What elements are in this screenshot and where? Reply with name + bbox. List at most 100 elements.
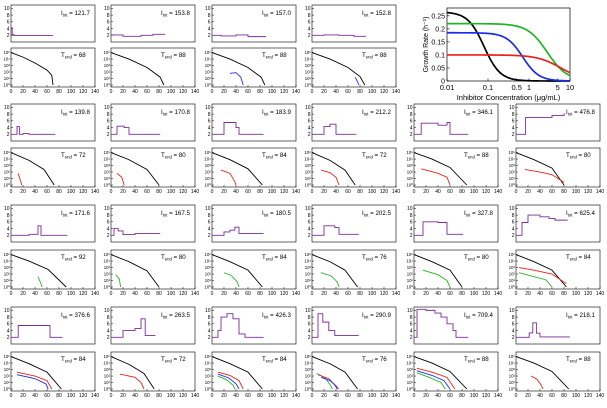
decay-line-black [311, 254, 358, 288]
xtick-label: 80 [257, 89, 263, 95]
top-ytick-label: 4 [7, 26, 10, 32]
tend-label: Tend = 76 [362, 356, 387, 364]
top-panel-frame [311, 103, 397, 142]
bottom-panel-frame [515, 351, 601, 392]
top-ytick-label: 10 [305, 308, 311, 314]
decay-line-green [37, 276, 43, 288]
xtick-label: 40 [132, 189, 138, 195]
top-ytick-label: 8 [308, 315, 311, 321]
decay-line-red [518, 267, 567, 285]
xtick-label: 0 [110, 393, 113, 399]
bottom-ytick-label: 10³ [305, 367, 312, 372]
decay-line-black [311, 356, 358, 390]
itot-value: 290.9 [375, 312, 391, 319]
xtick-label: 120 [380, 189, 389, 195]
bottom-ytick-label: 10⁵ [204, 50, 211, 55]
tend-value: 76 [380, 254, 387, 261]
bottom-ytick-label: 10⁰ [508, 285, 515, 290]
activity-trace [312, 225, 359, 236]
bottom-panel-frame [413, 147, 499, 188]
bottom-ytick-label: 10² [104, 374, 111, 379]
bottom-ytick-label: 10⁰ [204, 83, 211, 88]
tend-label: Tend = 88 [161, 52, 186, 60]
xtick-label: 120 [79, 291, 88, 297]
itot-value: 202.5 [375, 210, 391, 217]
itot-label: Itot = 426.3 [262, 312, 291, 320]
top-ytick-label: 2 [107, 33, 110, 39]
bottom-ytick-label: 10⁵ [508, 354, 515, 359]
top-ytick-label: 4 [410, 226, 413, 232]
xtick-label: 100 [470, 189, 479, 195]
xtick-label: 60 [447, 291, 453, 297]
bottom-ytick-label: 10³ [104, 163, 111, 168]
xtick-label: 60 [144, 89, 150, 95]
tend-label: Tend = 88 [464, 356, 489, 364]
tend-label: Tend = 88 [464, 152, 489, 160]
bottom-ytick-label: 10¹ [104, 176, 111, 181]
top-panel-frame [211, 103, 297, 142]
bottom-ytick-label: 10⁵ [406, 252, 413, 257]
xtick-label: 100 [67, 393, 76, 399]
bottom-ytick-label: 10³ [509, 367, 516, 372]
decay-line-black [515, 254, 567, 288]
bottom-ytick-label: 10⁵ [304, 252, 311, 257]
xtick-label: 140 [292, 89, 301, 95]
decay-line-red [16, 371, 53, 390]
bottom-ytick-label: 10³ [4, 163, 11, 168]
itot-label: Itot = 625.4 [566, 210, 595, 218]
xtick-label: 0 [211, 291, 214, 297]
bottom-panel-frame [413, 249, 499, 290]
bottom-ytick-label: 10² [4, 374, 11, 379]
top-ytick-label: 8 [107, 112, 110, 118]
xtick-label: 20 [120, 291, 126, 297]
xtick-label: 20 [20, 189, 26, 195]
top-ytick-label: 2 [410, 132, 413, 138]
top-ytick-label: 2 [208, 33, 211, 39]
xtick-label: 100 [167, 291, 176, 297]
activity-trace [212, 34, 266, 38]
activity-trace [111, 318, 156, 338]
top-ytick-label: 10 [407, 308, 413, 314]
decay-line-blue [320, 376, 339, 390]
decay-line-red [530, 375, 544, 390]
top-ytick-label: 4 [208, 125, 211, 131]
xtick-label: 100 [368, 393, 377, 399]
bottom-ytick-label: 10⁰ [406, 183, 413, 188]
decay-line-black [10, 254, 67, 288]
top-panel-frame [10, 103, 96, 142]
bottom-ytick-label: 10⁴ [103, 361, 110, 366]
decay-line-green [422, 269, 451, 288]
xtick-label: 80 [56, 291, 62, 297]
tend-value: 80 [584, 152, 591, 159]
xtick-label: 20 [525, 291, 531, 297]
xtick-label: 120 [79, 393, 88, 399]
bottom-ytick-label: 10¹ [509, 278, 516, 283]
top-ytick-label: 8 [512, 112, 515, 118]
itot-label: Itot = 376.6 [61, 312, 90, 320]
xtick-label: 100 [67, 291, 76, 297]
bottom-ytick-label: 10² [305, 170, 312, 175]
top-ytick-label: 2 [308, 132, 311, 138]
tend-label: Tend = 88 [566, 356, 591, 364]
xtick-label: 80 [459, 291, 465, 297]
bottom-ytick-label: 10² [4, 70, 11, 75]
top-ytick-label: 10 [4, 105, 10, 111]
tend-value: 88 [380, 52, 387, 59]
bottom-ytick-label: 10⁴ [204, 259, 211, 264]
xtick-label: 20 [120, 189, 126, 195]
top-ytick-label: 8 [208, 213, 211, 219]
xtick-label: 80 [257, 189, 263, 195]
xtick-label: 40 [233, 89, 239, 95]
bottom-ytick-label: 10¹ [104, 278, 111, 283]
tend-value: 72 [179, 356, 186, 363]
bottom-ytick-label: 10⁵ [204, 150, 211, 155]
top-ytick-label: 10 [407, 206, 413, 212]
bottom-panel-frame [311, 249, 397, 290]
xtick-label: 40 [132, 89, 138, 95]
xtick-label: 40 [333, 89, 339, 95]
decay-line-blue [16, 374, 49, 390]
